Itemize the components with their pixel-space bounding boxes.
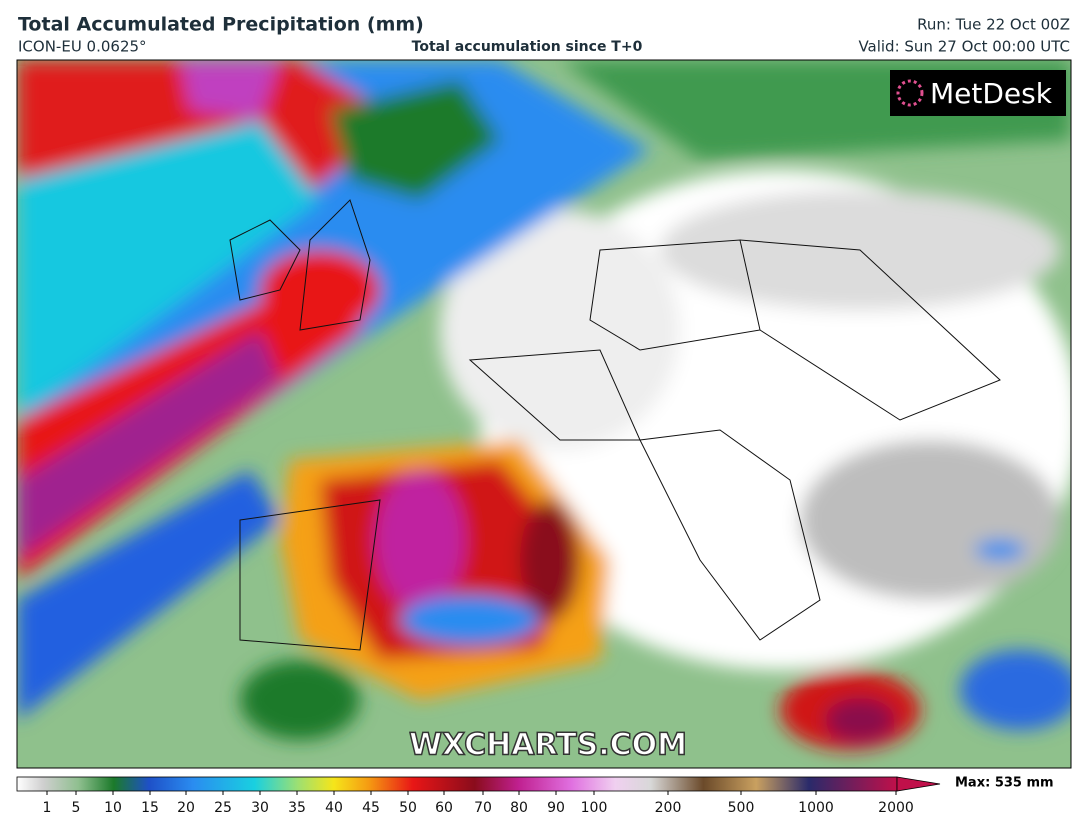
model: ICON-EU 0.0625°	[18, 38, 147, 56]
colorbar-tick-label: 1000	[798, 800, 834, 816]
colorbar-tick-label: 50	[399, 800, 417, 816]
map: MetDesk WXCHARTS.COM	[17, 60, 1071, 768]
logo-icon	[896, 79, 924, 107]
colorbar-tick-label: 1	[43, 800, 52, 816]
colorbar-ticks: 1 5 10 15 20 25 30 35 40 45 50 60 70 80 90 100 200 500 100…	[43, 791, 914, 816]
run: Run: Tue 22 Oct 00Z	[917, 16, 1070, 34]
title: Total Accumulated Precipitation (mm)	[18, 14, 424, 36]
valid: Valid: Sun 27 Oct 00:00 UTC	[858, 38, 1070, 56]
colorbar-tick-label: 25	[214, 800, 232, 816]
watermark: WXCHARTS.COM	[409, 728, 687, 763]
colorbar-tick-label: 200	[655, 800, 682, 816]
colorbar-tick-label: 20	[177, 800, 195, 816]
colorbar	[16, 776, 898, 792]
colorbar-tick-label: 30	[251, 800, 269, 816]
max-label: Max: 535 mm	[955, 776, 1054, 791]
colorbar-arrow	[896, 776, 941, 792]
colorbar-tick-label: 2000	[878, 800, 914, 816]
colorbar-tick-label: 70	[474, 800, 492, 816]
colorbar-tick-label: 5	[72, 800, 81, 816]
colorbar-tick-label: 100	[581, 800, 608, 816]
map-frame	[16, 59, 1072, 769]
colorbar-tick-label: 35	[288, 800, 306, 816]
colorbar-tick-label: 45	[362, 800, 380, 816]
borders	[229, 199, 1001, 651]
colorbar-tick-label: 15	[141, 800, 159, 816]
logo-box	[890, 70, 1066, 116]
colorbar-tick-label: 90	[547, 800, 565, 816]
subtitle: Total accumulation since T+0	[412, 39, 643, 55]
colorbar-tick-label: 40	[325, 800, 343, 816]
colorbar-tick-label: 60	[435, 800, 453, 816]
colorbar-tick-label: 10	[104, 800, 122, 816]
colorbar-tick-label: 80	[510, 800, 528, 816]
colorbar-tick-label: 500	[728, 800, 755, 816]
logo-text: MetDesk	[930, 77, 1053, 110]
